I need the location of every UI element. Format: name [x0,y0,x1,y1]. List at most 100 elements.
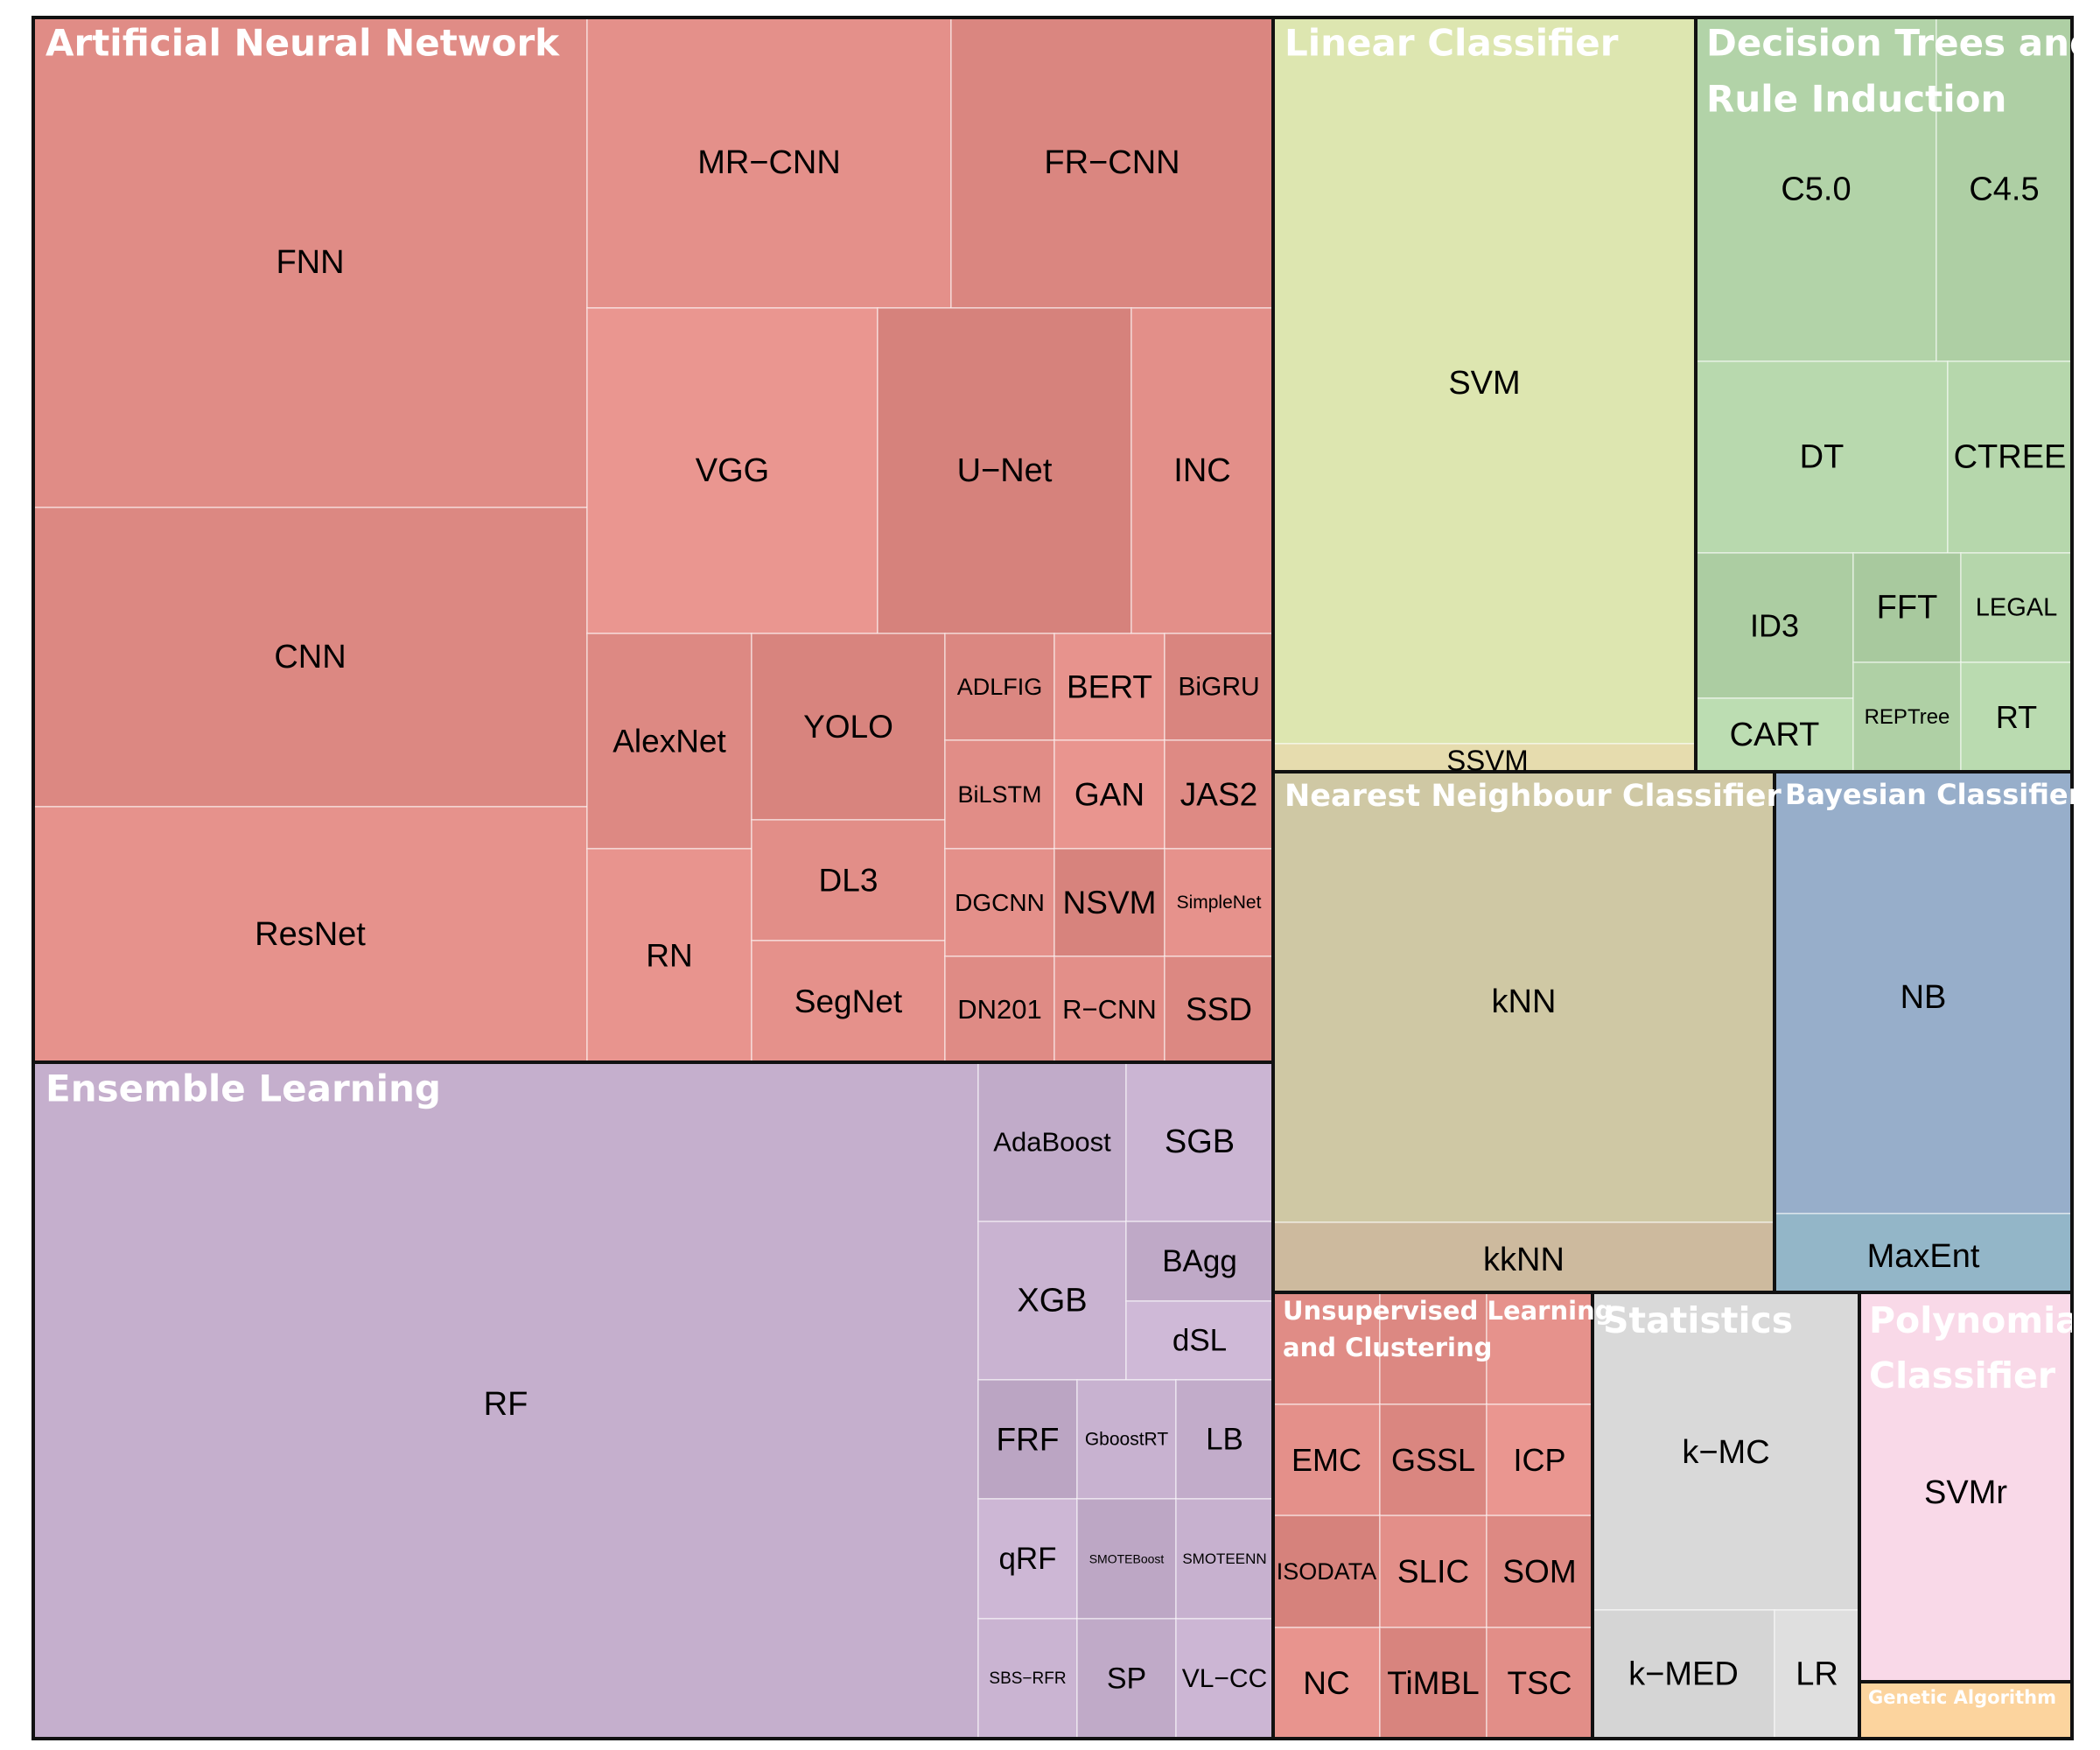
treemap-label-timbl: TiMBL [1387,1665,1480,1701]
treemap-label-bigru: BiGRU [1178,673,1259,702]
treemap-cell-adlfig [944,633,1055,741]
treemap-cell-rf [32,1061,979,1740]
treemap-cell-slic [1379,1515,1488,1628]
treemap-cell-cnn [32,507,588,808]
treemap-cell-segnet [751,940,946,1063]
treemap-cell-nc [1272,1627,1381,1740]
treemap-cell-maxent [1774,1213,2073,1293]
treemap-cell-svmr [1858,1292,2073,1683]
treemap-label-adaboost: AdaBoost [993,1127,1111,1158]
treemap-cell-bilstm [944,739,1055,850]
treemap-label-bagg: BAgg [1162,1244,1237,1278]
treemap-group-label-decision-trees-and-rule-induction-line-1: Decision Trees and [1706,22,2096,65]
treemap-cell-unsupervised-learning-and-clustering-header [1486,1292,1593,1405]
treemap-cell-vl-cc [1175,1618,1274,1740]
treemap-label-jas2: JAS2 [1180,777,1257,813]
treemap-cell-cart [1695,697,1854,773]
treemap-label-dgcnn: DGCNN [955,889,1045,916]
treemap-label-fr-cnn: FR−CNN [1044,144,1180,181]
treemap-cell-simplenet [1164,848,1274,957]
treemap-label-rf: RF [484,1386,528,1423]
treemap-label-cnn: CNN [274,639,346,676]
treemap-label-dt: DT [1800,439,1844,476]
treemap-label-legal: LEGAL [1976,594,2058,622]
treemap-label-kknn: kkNN [1483,1242,1564,1278]
treemap-cell-u-net [877,307,1132,634]
treemap-group-label-ensemble-learning: Ensemble Learning [46,1068,441,1110]
treemap-label-resnet: ResNet [255,916,366,953]
treemap-group-label-bayesian-classifier: Bayesian Classifier [1785,778,2082,811]
treemap-cell-k-mc [1592,1292,1860,1611]
treemap-label-fft: FFT [1877,590,1938,626]
treemap-cell-ctree [1947,360,2073,554]
treemap-label-simplenet: SimpleNet [1177,892,1262,913]
leaf-layer [32,17,2073,1740]
treemap-label-knn: kNN [1492,984,1557,1020]
treemap-cell-bigru [1164,633,1274,741]
treemap-group-label-statistics: Statistics [1603,1299,1793,1341]
treemap-group-label-linear-classifier: Linear Classifier [1284,22,1619,65]
treemap-cell-sbs-rfr [977,1618,1078,1740]
treemap-label-dn201: DN201 [957,994,1042,1025]
treemap-cell-sgb [1125,1061,1274,1222]
treemap-cell-smoteboost [1076,1498,1177,1620]
treemap-label-smoteboost: SMOTEBoost [1089,1552,1165,1566]
treemap-cell-reptree [1852,662,1962,773]
treemap-label-r-cnn: R−CNN [1062,994,1157,1025]
treemap-label-isodata: ISODATA [1277,1558,1377,1585]
treemap-label-nc: NC [1303,1665,1349,1701]
treemap-label-dl3: DL3 [819,863,878,899]
treemap-label-frf: FRF [997,1422,1060,1458]
treemap-label-alexnet: AlexNet [612,724,726,760]
treemap-cell-timbl [1379,1627,1488,1740]
treemap-cell-xgb [977,1221,1127,1381]
treemap-label-dsl: dSL [1172,1324,1227,1358]
treemap-group-label-artificial-neural-network: Artificial Neural Network [46,22,560,65]
treemap-label-rt: RT [1996,699,2037,735]
treemap-cell-gssl [1379,1404,1488,1516]
treemap-label-c4-5: C4.5 [1969,172,2039,208]
treemap-label-lb: LB [1206,1423,1243,1457]
treemap-cell-resnet [32,806,588,1063]
treemap-cell-smoteenn [1175,1498,1274,1620]
treemap-cell-dn201 [944,956,1055,1063]
treemap-label-vl-cc: VL−CC [1182,1664,1268,1693]
treemap-cell-dt [1695,360,1949,554]
treemap-cell-knn [1272,771,1775,1223]
treemap-cell-adaboost [977,1061,1127,1222]
treemap-cell-dgcnn [944,848,1055,957]
treemap-group-label-unsupervised-learning-and-clustering-line-2: and Clustering [1283,1333,1492,1362]
treemap-group-genetic-algorithm [1858,1680,2074,1740]
treemap-label-lr: LR [1796,1656,1838,1693]
treemap-label-adlfig: ADLFIG [957,674,1043,700]
treemap-label-qrf: qRF [998,1542,1056,1576]
treemap-cell-k-med [1592,1609,1775,1740]
treemap-cell-legal [1960,552,2073,663]
group-label-layer: Artificial Neural Network Ensemble Learni… [46,22,2096,1709]
treemap-label-vgg: VGG [696,452,769,489]
treemap-label-gssl: GSSL [1391,1442,1475,1478]
treemap-frame [32,16,2074,1740]
treemap-group-label-polynomial-classifier-line-2: Classifier [1869,1354,2056,1396]
treemap-cell-fnn [32,17,588,508]
treemap-cell-tsc [1486,1627,1593,1740]
treemap-label-xgb: XGB [1017,1283,1087,1320]
treemap-label-reptree: REPTree [1865,705,1950,729]
treemap-label-som: SOM [1502,1554,1576,1590]
treemap-label-icp: ICP [1513,1442,1565,1478]
treemap-label-smoteenn: SMOTEENN [1182,1550,1266,1567]
treemap-label-mr-cnn: MR−CNN [697,144,841,181]
treemap-cell-sp [1076,1618,1177,1740]
treemap-cell-kknn [1272,1222,1775,1293]
treemap-cell-fr-cnn [950,17,1274,309]
treemap-cell-ssvm [1272,743,1697,773]
treemap-label-nsvm: NSVM [1063,885,1157,920]
treemap-cell-id3 [1695,552,1854,699]
treemap-label-nb: NB [1900,979,1947,1016]
treemap-label-rn: RN [646,938,692,974]
treemap-cell-c5-0 [1695,17,1937,362]
treemap-cell-fft [1852,552,1962,663]
treemap-label-bilstm: BiLSTM [957,781,1041,808]
treemap-group-label-nearest-neighbour-classifier: Nearest Neighbour Classifier [1284,779,1782,814]
